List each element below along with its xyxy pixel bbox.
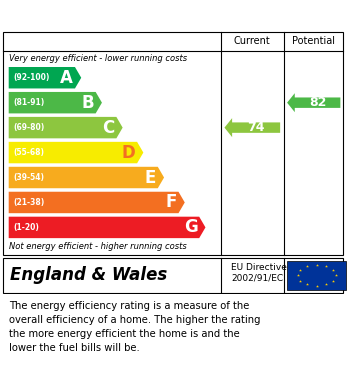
Text: E: E [145,169,156,187]
Text: 74: 74 [247,121,265,134]
Text: (21-38): (21-38) [13,198,44,207]
Text: (92-100): (92-100) [13,73,49,82]
Text: Energy Efficiency Rating: Energy Efficiency Rating [9,7,219,23]
Text: Very energy efficient - lower running costs: Very energy efficient - lower running co… [9,54,187,63]
Text: F: F [165,194,177,212]
Polygon shape [287,93,340,112]
Polygon shape [224,118,280,137]
Text: C: C [102,118,114,136]
Text: G: G [184,219,197,237]
Polygon shape [9,167,164,188]
Text: D: D [121,143,135,161]
Text: The energy efficiency rating is a measure of the
overall efficiency of a home. T: The energy efficiency rating is a measur… [9,301,260,353]
Text: EU Directive
2002/91/EC: EU Directive 2002/91/EC [231,263,287,282]
Text: Not energy efficient - higher running costs: Not energy efficient - higher running co… [9,242,187,251]
Text: 82: 82 [309,96,326,109]
Polygon shape [9,117,122,138]
Text: (1-20): (1-20) [13,223,39,232]
Text: A: A [60,69,73,87]
Polygon shape [9,92,102,113]
Text: B: B [81,94,94,112]
Text: (55-68): (55-68) [13,148,44,157]
Text: Current: Current [234,36,271,47]
Polygon shape [9,67,81,88]
Text: (39-54): (39-54) [13,173,44,182]
Text: Potential: Potential [292,36,335,47]
Text: (69-80): (69-80) [13,123,44,132]
Polygon shape [9,217,205,238]
Polygon shape [9,142,143,163]
Polygon shape [9,192,185,213]
Text: England & Wales: England & Wales [10,266,168,284]
Text: (81-91): (81-91) [13,98,44,107]
Bar [287,261,346,290]
